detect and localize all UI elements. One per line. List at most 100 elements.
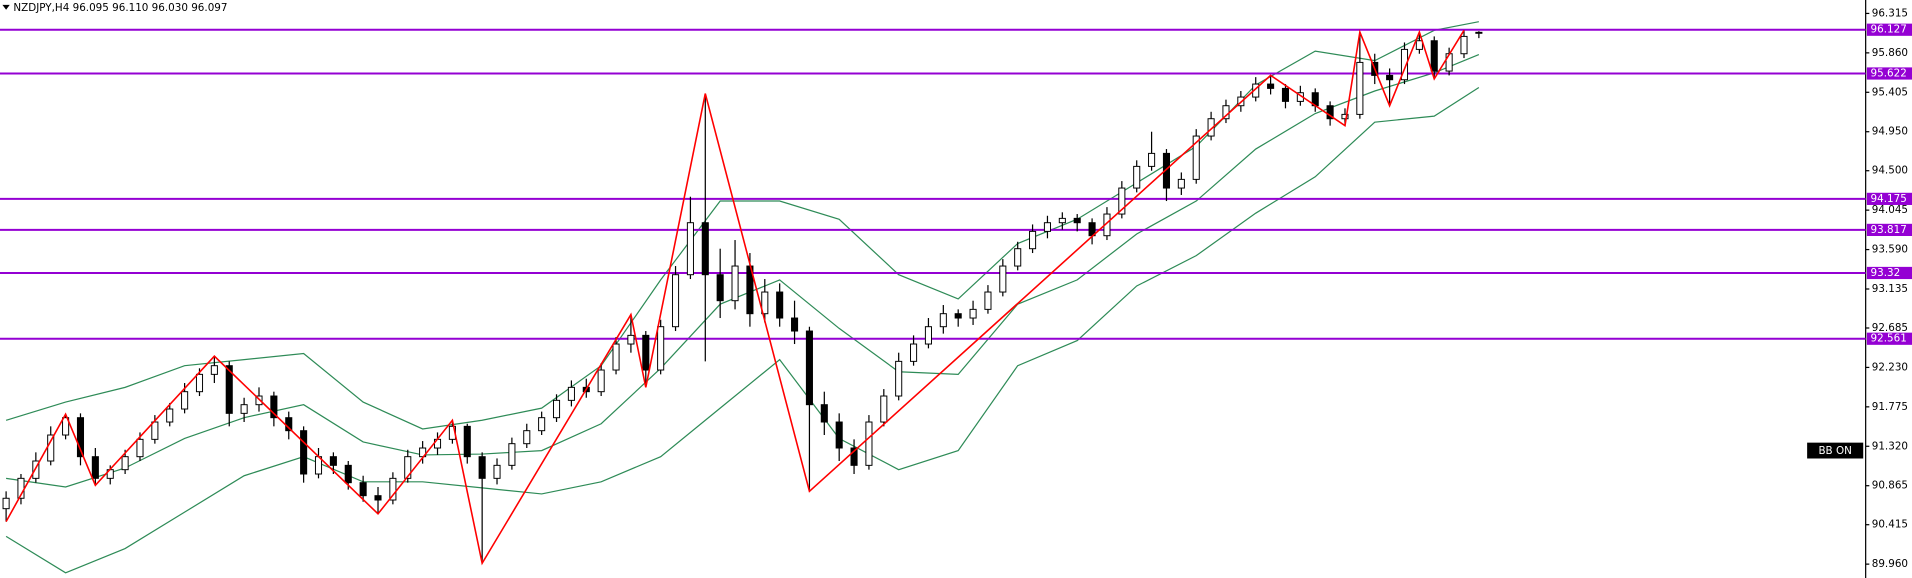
bollinger-upper	[5, 21, 1479, 430]
candle-body	[493, 464, 501, 479]
candle-body	[716, 274, 724, 302]
annotation: BB ON	[1818, 445, 1851, 457]
candle-body	[1029, 230, 1037, 250]
level-label: 95.622	[1871, 67, 1907, 79]
candle-body	[880, 395, 888, 423]
candle-body	[612, 343, 620, 371]
y-tick-label: 94.950	[1872, 126, 1908, 138]
level-label: 92.561	[1871, 333, 1907, 345]
candle-body	[463, 425, 471, 458]
chart-title: NZDJPY,H4 96.095 96.110 96.030 96.097	[13, 2, 227, 14]
candle-body	[508, 443, 516, 466]
candle-body	[1014, 248, 1022, 267]
candle-body	[1207, 118, 1215, 137]
level-label-box	[1866, 67, 1912, 80]
candle-body	[984, 291, 992, 310]
candle-body	[151, 421, 159, 440]
candle-body	[835, 421, 843, 449]
y-tick-label: 93.135	[1872, 283, 1908, 295]
candle-body	[1073, 217, 1081, 224]
candle-body	[240, 404, 248, 414]
y-tick-label: 94.500	[1872, 165, 1908, 177]
level-label-box	[1866, 192, 1912, 205]
candle-body	[924, 326, 932, 345]
candle-body	[1281, 87, 1290, 102]
y-tick-label: 90.865	[1872, 480, 1908, 492]
candle-body	[76, 417, 85, 458]
candle-body	[1356, 61, 1364, 115]
candle-body	[910, 343, 918, 362]
candle-body	[552, 399, 561, 419]
candle-body	[1162, 152, 1171, 189]
candle-body	[166, 408, 174, 423]
candle-body	[523, 430, 531, 445]
candle-body	[820, 404, 828, 423]
candle-body	[939, 313, 947, 328]
y-tick-label: 92.685	[1872, 322, 1908, 334]
candle-body	[1267, 83, 1275, 89]
candle-body	[969, 308, 977, 319]
candle-body	[225, 365, 233, 414]
candle-body	[761, 291, 769, 315]
candle-body	[805, 330, 813, 406]
candle-body	[329, 456, 337, 466]
candle-body	[1341, 113, 1349, 120]
y-tick-label: 94.045	[1872, 204, 1908, 216]
candle-body	[895, 360, 903, 397]
level-label: 93.817	[1871, 224, 1907, 236]
candle-body	[359, 482, 367, 497]
y-tick-label: 95.405	[1872, 86, 1908, 98]
candle-body	[1460, 35, 1468, 55]
candle-body	[270, 395, 278, 419]
candle-body	[32, 460, 40, 479]
candle-body	[62, 417, 70, 436]
level-label-box	[1866, 266, 1912, 280]
candle-body	[404, 456, 412, 479]
annotation-box	[1807, 442, 1864, 459]
y-tick-label: 95.860	[1872, 47, 1908, 59]
candle-body	[1177, 178, 1185, 189]
candle-body	[195, 373, 204, 393]
level-label: 93.32	[1871, 267, 1901, 279]
candle-body	[1326, 105, 1334, 120]
level-label-box	[1866, 23, 1912, 36]
candle-body	[672, 274, 680, 328]
candle-body	[1386, 74, 1394, 81]
candle-body	[642, 334, 650, 371]
candle-body	[2, 497, 10, 510]
level-label: 94.175	[1871, 193, 1907, 205]
candle-body	[657, 326, 665, 371]
candle-body	[776, 291, 784, 319]
candle-body	[1445, 53, 1453, 72]
candle-body	[47, 434, 55, 462]
zigzag	[5, 29, 1465, 566]
candle-body	[374, 495, 382, 501]
candle-body	[1058, 217, 1066, 224]
candle-body	[136, 438, 144, 458]
candle-body	[91, 456, 99, 479]
menu-arrow[interactable]	[2, 4, 10, 10]
candle-body	[1192, 135, 1200, 180]
candle-body	[255, 395, 263, 406]
candle-body	[567, 386, 575, 401]
candle-body	[731, 265, 739, 302]
candle-body	[1043, 222, 1051, 232]
candle-body	[300, 430, 308, 475]
y-tick-label: 96.315	[1872, 7, 1908, 19]
y-tick-label: 90.415	[1872, 519, 1908, 531]
candle-body	[1133, 165, 1141, 189]
level-label-box	[1866, 332, 1912, 345]
candle-body	[1475, 31, 1483, 34]
candle-body	[701, 222, 709, 276]
candle-body	[865, 421, 873, 466]
candle-body	[1148, 152, 1156, 167]
y-tick-label: 89.960	[1872, 558, 1908, 570]
level-label-box	[1866, 223, 1912, 236]
candle-body	[850, 447, 858, 466]
candle-body	[121, 456, 129, 471]
y-tick-label: 92.230	[1872, 361, 1908, 373]
candle-body	[1415, 40, 1423, 50]
